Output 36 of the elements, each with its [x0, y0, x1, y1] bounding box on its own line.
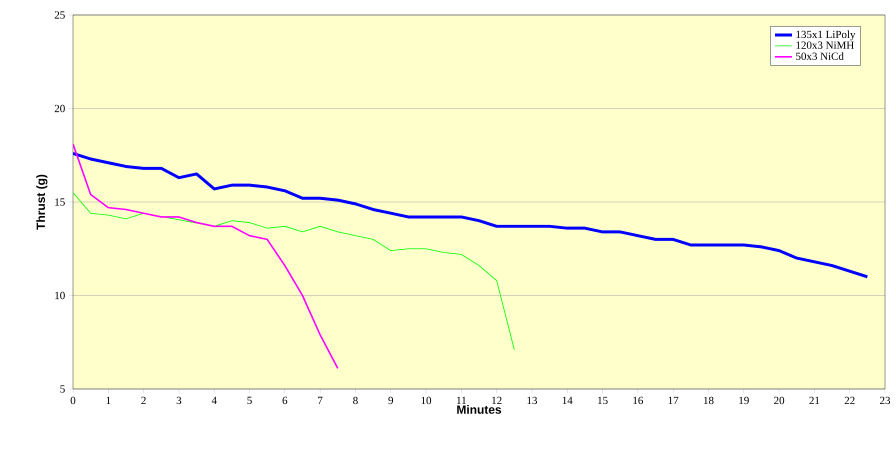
y-tick-label: 15	[55, 198, 65, 206]
y-axis-title: Thrust (g)	[36, 174, 48, 230]
x-tick-label: 15	[598, 396, 608, 404]
line-series	[73, 143, 339, 370]
y-tick-label: 25	[54, 11, 65, 19]
x-tick-label: 10	[422, 396, 432, 404]
y-tick-label: 5	[60, 385, 65, 393]
x-tick-label: 13	[527, 396, 538, 404]
x-tick-label: 2	[141, 396, 146, 404]
line-series	[73, 192, 515, 350]
x-tick-label: 14	[562, 396, 573, 404]
x-tick-label: 11	[457, 396, 466, 404]
y-tick-label: 20	[54, 104, 65, 112]
legend-label: 50x3 NiCd	[796, 52, 844, 60]
x-tick-label: 4	[212, 396, 217, 404]
x-tick-label: 18	[704, 396, 714, 404]
x-tick-label: 20	[774, 396, 784, 404]
x-tick-label: 3	[176, 396, 182, 404]
x-tick-label: 21	[809, 396, 820, 404]
x-tick-label: 23	[880, 396, 890, 404]
y-tick-label: 10	[55, 292, 65, 300]
x-tick-label: 6	[282, 396, 288, 404]
x-tick-label: 22	[844, 396, 855, 404]
x-tick-label: 9	[388, 396, 394, 404]
x-tick-label: 16	[633, 396, 644, 404]
x-tick-label: 12	[492, 396, 502, 404]
x-tick-label: 7	[318, 396, 323, 404]
legend-label: 135x1 LiPoly	[796, 30, 856, 40]
x-tick-label: 19	[739, 396, 749, 404]
x-tick-label: 5	[247, 396, 252, 404]
x-tick-label: 0	[70, 396, 76, 404]
x-tick-label: 8	[353, 396, 358, 404]
x-tick-label: 17	[668, 396, 678, 404]
legend-label: 120x3 NiMH	[796, 42, 854, 49]
x-axis-title: Minutes	[457, 405, 502, 414]
x-tick-label: 1	[106, 396, 110, 404]
